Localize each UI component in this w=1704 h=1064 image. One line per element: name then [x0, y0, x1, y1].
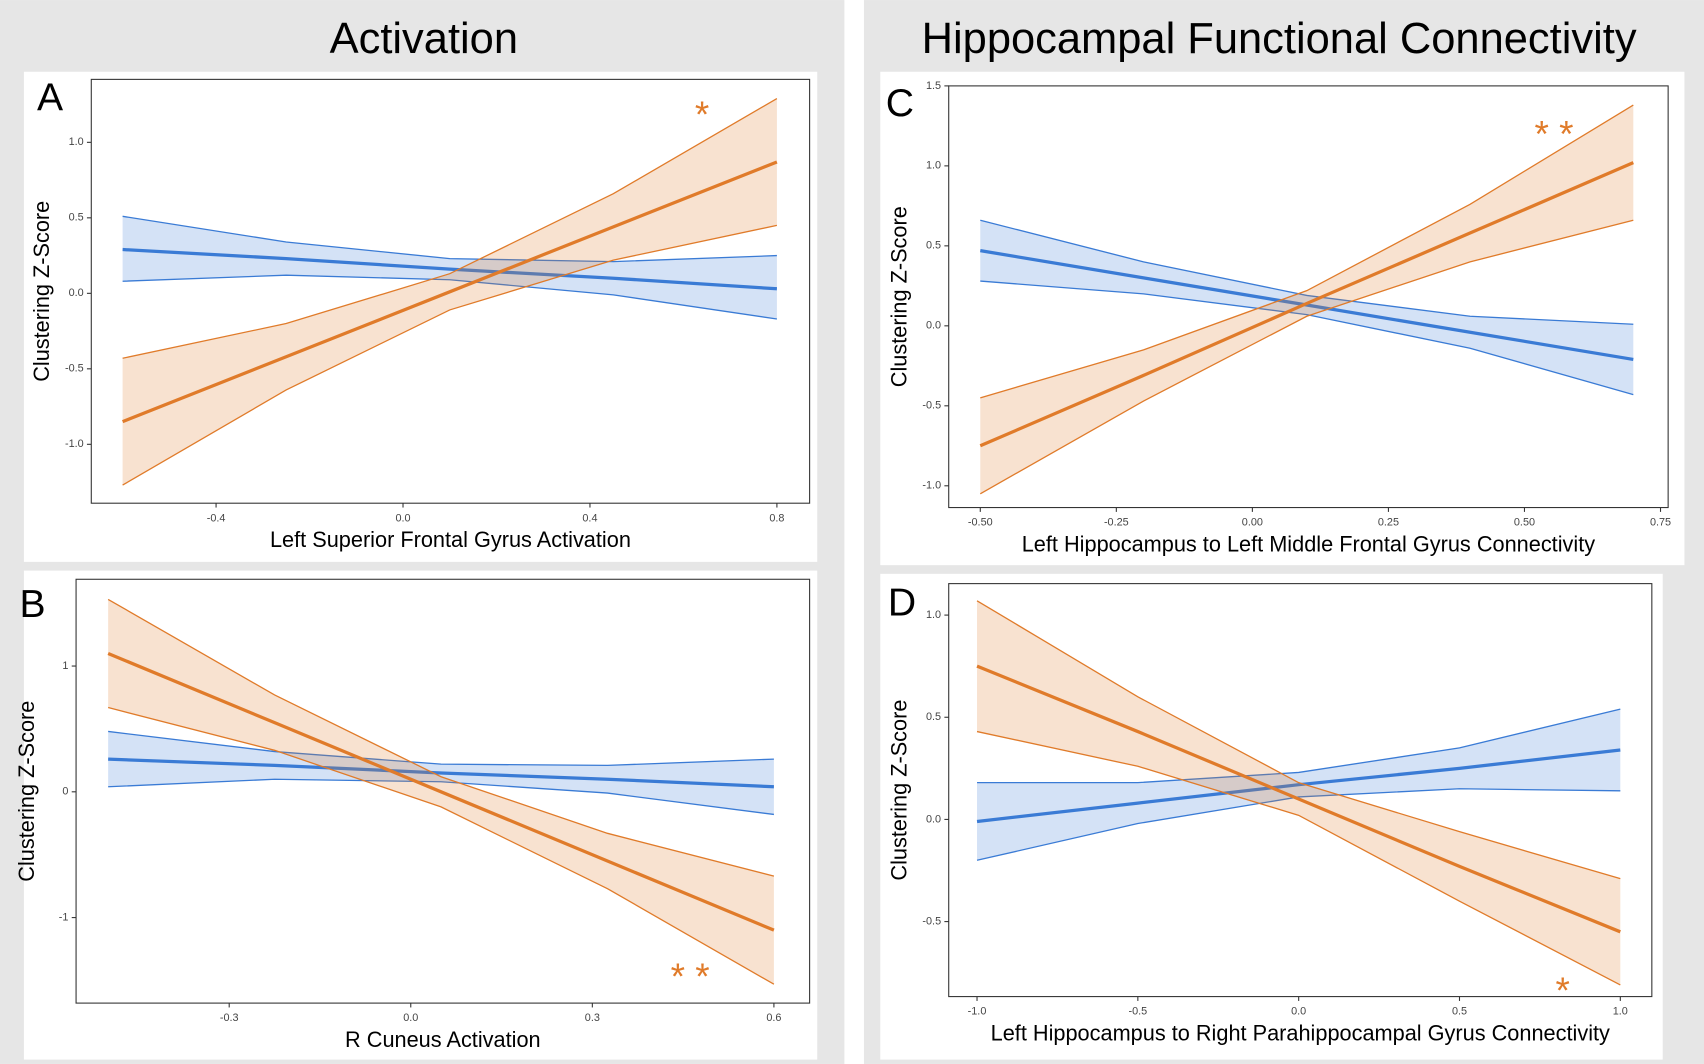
y-tick-label: -1.0 — [65, 438, 84, 450]
plot-frame — [948, 583, 1653, 998]
y-tick-label: -0.5 — [922, 915, 941, 927]
band-lower — [122, 224, 778, 486]
fit-line — [108, 757, 774, 789]
band-upper — [980, 219, 1634, 325]
significance: * — [1556, 970, 1570, 1011]
fit-line — [976, 748, 1621, 824]
x-tick-label: 0.5 — [1452, 1006, 1467, 1018]
band-lower — [976, 730, 1621, 986]
band-lower — [980, 280, 1634, 396]
y-tick-label: -1.0 — [922, 480, 941, 492]
x-axis-title: Left Superior Frontal Gyrus Activation — [270, 527, 631, 552]
y-tick-label: 1 — [62, 660, 68, 672]
band-upper — [122, 97, 778, 359]
x-tick-label: 0.50 — [1514, 517, 1535, 529]
fit-line — [122, 247, 778, 291]
y-tick-label: 0.5 — [926, 711, 941, 723]
x-tick-label: -0.5 — [1128, 1006, 1147, 1018]
x-tick-label: -1.0 — [968, 1006, 987, 1018]
band-lower — [979, 219, 1634, 495]
x-tick-label: -0.25 — [1104, 517, 1129, 529]
column-heading: Hippocampal Functional Connectivity — [922, 15, 1637, 63]
x-tick-label: 0.25 — [1378, 517, 1399, 529]
y-tick-label: 0.0 — [69, 287, 84, 299]
band-upper — [976, 600, 1621, 880]
y-tick-label: -0.5 — [65, 363, 84, 375]
band-upper — [107, 598, 775, 877]
fit-line — [979, 161, 1634, 448]
y-axis-title: Clustering Z-Score — [29, 201, 54, 382]
fit-line — [976, 664, 1621, 934]
x-axis-title: R Cuneus Activation — [345, 1027, 541, 1052]
panel-label: C — [886, 82, 914, 125]
y-tick-label: 1.5 — [926, 80, 941, 92]
y-tick-label: 0.5 — [926, 240, 941, 252]
x-tick-label: 0.3 — [585, 1012, 600, 1024]
band-lower — [976, 788, 1621, 861]
band-upper — [108, 730, 774, 767]
x-tick-label: -0.4 — [207, 512, 226, 524]
y-tick-label: 0 — [62, 786, 68, 798]
band-upper — [122, 215, 777, 263]
y-tick-label: 0.0 — [926, 320, 941, 332]
confidence-band — [980, 220, 1634, 395]
significance: * — [695, 94, 709, 135]
y-tick-label: -1 — [59, 911, 69, 923]
x-tick-label: -0.3 — [220, 1012, 239, 1024]
y-axis-title: Clustering Z-Score — [14, 701, 39, 882]
fit-line — [121, 160, 778, 424]
plot-frame — [90, 78, 811, 504]
panel-label: D — [888, 582, 916, 625]
y-tick-label: -0.5 — [922, 400, 941, 412]
band-lower — [107, 706, 775, 985]
panel — [880, 71, 1685, 566]
y-axis-title: Clustering Z-Score — [887, 700, 912, 881]
band-upper — [977, 708, 1621, 784]
y-axis-title: Clustering Z-Score — [887, 206, 912, 387]
x-tick-label: 0.4 — [582, 512, 597, 524]
panel — [23, 570, 818, 1060]
y-tick-label: 1.0 — [926, 609, 941, 621]
plot-frame — [75, 578, 811, 1004]
x-tick-label: 0.0 — [1291, 1006, 1306, 1018]
x-tick-label: 0.8 — [769, 512, 784, 524]
x-tick-label: 0.00 — [1242, 517, 1263, 529]
column-heading: Activation — [330, 15, 518, 63]
significance: * * — [671, 956, 710, 997]
band-lower — [108, 778, 774, 816]
x-tick-label: 1.0 — [1613, 1006, 1628, 1018]
panel — [23, 71, 818, 562]
significance: * * — [1535, 114, 1574, 155]
x-tick-label: 0.75 — [1650, 517, 1671, 529]
x-tick-label: 0.0 — [395, 512, 410, 524]
x-axis-title: Left Hippocampus to Right Parahippocampa… — [991, 1020, 1610, 1045]
y-tick-label: 0.5 — [69, 212, 84, 224]
band-lower — [122, 274, 777, 320]
x-tick-label: 0.0 — [403, 1012, 418, 1024]
panel-label: A — [37, 76, 64, 119]
plot-frame — [948, 85, 1669, 509]
x-axis-title: Left Hippocampus to Left Middle Frontal … — [1022, 531, 1596, 556]
x-tick-label: 0.6 — [766, 1012, 781, 1024]
y-tick-label: 1.0 — [926, 160, 941, 172]
x-tick-label: -0.50 — [968, 517, 993, 529]
confidence-band — [980, 105, 1634, 494]
y-tick-label: 0.0 — [926, 813, 941, 825]
band-upper — [980, 104, 1634, 399]
panel-label: B — [20, 583, 46, 626]
fit-line — [107, 651, 775, 932]
y-tick-label: 1.0 — [69, 136, 84, 148]
